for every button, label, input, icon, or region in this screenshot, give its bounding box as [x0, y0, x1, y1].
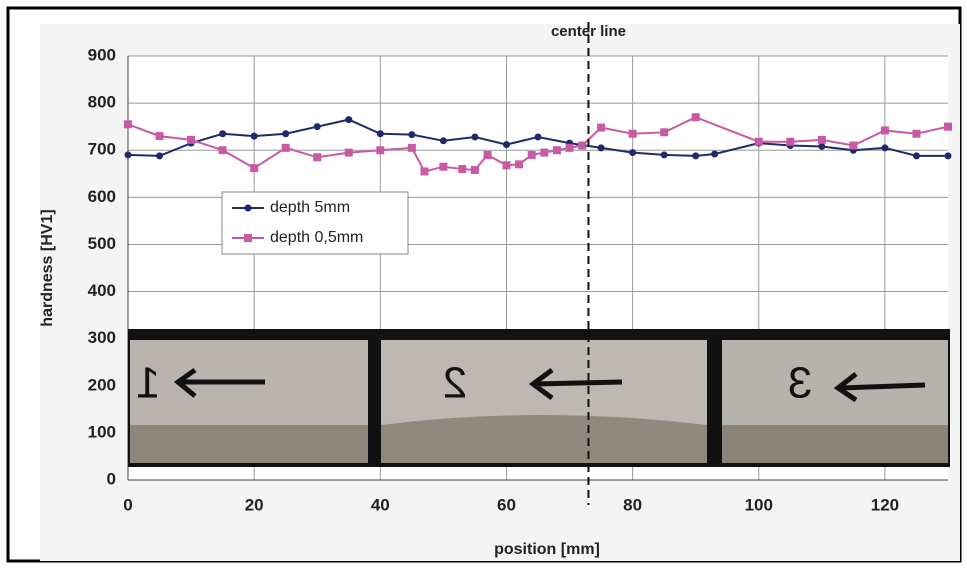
- point: [880, 126, 889, 135]
- point: [155, 132, 164, 141]
- y-tick-label: 200: [88, 375, 116, 394]
- point: [502, 141, 510, 149]
- photo-label: 3: [788, 359, 812, 408]
- point: [502, 161, 511, 170]
- legend-box: [221, 191, 409, 255]
- point: [376, 130, 384, 138]
- point: [527, 150, 536, 159]
- x-tick-label: 0: [123, 495, 132, 514]
- point: [313, 153, 322, 162]
- point: [660, 128, 669, 137]
- point: [597, 144, 605, 152]
- point: [691, 113, 700, 122]
- point: [660, 151, 668, 159]
- point: [629, 149, 637, 157]
- point: [219, 130, 227, 138]
- x-tick-label: 20: [245, 495, 264, 514]
- y-axis-label: hardness [HV1]: [39, 209, 56, 326]
- y-tick-label: 400: [88, 281, 116, 300]
- point: [817, 135, 826, 144]
- photo-block: [722, 340, 948, 425]
- point: [881, 144, 889, 152]
- point: [250, 132, 258, 140]
- y-tick-label: 500: [88, 234, 116, 253]
- point: [282, 130, 290, 138]
- point: [408, 131, 416, 139]
- point: [483, 150, 492, 159]
- arrow: [173, 367, 265, 398]
- photo-inset: [128, 329, 950, 467]
- y-tick-label: 800: [88, 93, 116, 112]
- x-tick-label: 120: [871, 495, 899, 514]
- series-layer: [124, 113, 952, 176]
- point: [281, 143, 290, 152]
- point: [597, 123, 606, 132]
- point: [565, 143, 574, 152]
- y-tick-label: 0: [107, 469, 116, 488]
- point: [515, 160, 524, 169]
- point: [849, 141, 858, 150]
- point: [218, 146, 227, 155]
- arrow: [528, 367, 623, 401]
- photo-block: [722, 425, 948, 463]
- point: [754, 137, 763, 146]
- point: [187, 135, 196, 144]
- point: [407, 143, 416, 152]
- point: [470, 166, 479, 175]
- photo-label: 2: [443, 359, 467, 408]
- point: [250, 164, 259, 173]
- point: [471, 133, 479, 141]
- x-tick-label: 60: [497, 495, 516, 514]
- legend-label: depth 5mm: [270, 199, 350, 216]
- point: [540, 148, 549, 157]
- point: [420, 167, 429, 176]
- point: [458, 165, 467, 174]
- point: [124, 151, 132, 159]
- point: [344, 148, 353, 157]
- point: [124, 120, 132, 129]
- y-tick-label: 100: [88, 422, 116, 441]
- arrow: [833, 372, 926, 403]
- point: [944, 122, 952, 131]
- point: [439, 137, 447, 145]
- point: [912, 152, 920, 160]
- point: [818, 142, 826, 150]
- x-tick-label: 100: [745, 495, 773, 514]
- photo-block: [130, 425, 368, 463]
- photo-label: 1: [136, 359, 160, 408]
- point: [552, 146, 561, 155]
- legend: [221, 191, 409, 255]
- point: [439, 162, 448, 171]
- point: [578, 141, 587, 150]
- annotation: center line: [551, 23, 626, 40]
- point: [912, 129, 921, 138]
- point: [534, 133, 542, 141]
- point: [692, 152, 700, 160]
- point: [628, 129, 637, 138]
- y-tick-label: 600: [88, 187, 116, 206]
- y-tick-label: 300: [88, 328, 116, 347]
- legend-marker: [244, 234, 252, 242]
- y-tick-label: 700: [88, 140, 116, 159]
- photo-block: [381, 415, 707, 463]
- point: [345, 116, 353, 124]
- point: [711, 150, 719, 158]
- x-tick-label: 40: [371, 495, 390, 514]
- legend-label: depth 0,5mm: [270, 229, 363, 246]
- y-tick-label: 900: [88, 45, 116, 64]
- x-axis-label: position [mm]: [494, 541, 600, 558]
- point: [156, 152, 164, 160]
- point: [376, 146, 385, 155]
- x-tick-label: 80: [623, 495, 642, 514]
- point: [944, 152, 952, 160]
- point: [786, 137, 795, 146]
- legend-marker: [244, 204, 252, 212]
- point: [313, 123, 321, 131]
